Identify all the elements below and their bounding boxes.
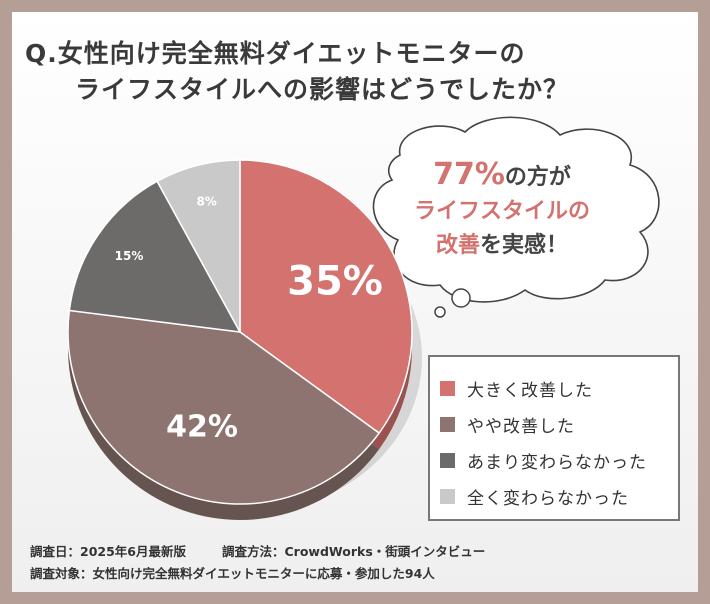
legend-label: あまり変わらなかった <box>467 452 647 473</box>
legend-label: 全く変わらなかった <box>467 488 629 509</box>
legend-swatch <box>440 416 455 432</box>
thought-dot <box>434 306 446 318</box>
callout-line1-suffix: の方が <box>504 165 571 190</box>
legend-swatch <box>440 488 455 504</box>
callout-line2: ライフスタイルの <box>413 199 590 224</box>
title-line-1: Q.女性向け完全無料ダイエットモニターの <box>25 39 526 68</box>
survey-method: 調査方法：CrowdWorks・街頭インタビュー <box>222 544 486 559</box>
pie-slice-label: 42% <box>166 409 238 444</box>
legend-label: 大きく改善した <box>467 380 593 401</box>
legend-item: やや改善した <box>440 406 678 442</box>
pie-slice-label: 35% <box>287 259 383 305</box>
pie-slice <box>68 180 242 333</box>
legend-item: あまり変わらなかった <box>440 442 678 478</box>
callout-line3-accent: 改善 <box>435 233 480 258</box>
legend-swatch <box>440 452 455 468</box>
pie-slice-label: 15% <box>115 249 144 263</box>
legend-swatch <box>440 380 455 396</box>
title-line-2: ライフスタイルへの影響はどうでしたか？ <box>75 75 570 104</box>
footer-line-2: 調査対象：女性向け完全無料ダイエットモニターに応募・参加した94人 <box>30 563 435 582</box>
cloud-shape <box>372 116 660 303</box>
pie-slice <box>67 309 381 505</box>
survey-target: 調査対象：女性向け完全無料ダイエットモニターに応募・参加した94人 <box>30 566 435 581</box>
callout-percent: 77% <box>433 157 505 192</box>
legend-item: 大きく改善した <box>440 370 678 406</box>
thought-dot <box>451 288 471 308</box>
legend-item: 全く変わらなかった <box>440 478 678 514</box>
callout-line3-suffix: を実感！ <box>480 233 569 258</box>
chart-title: Q.女性向け完全無料ダイエットモニターの ライフスタイルへの影響はどうでしたか？ <box>25 36 569 108</box>
pie-slice-label: 8% <box>196 195 216 209</box>
callout-text: 77%の方が ライフスタイルの 改善を実感！ <box>382 158 622 263</box>
footer-line-1: 調査日：2025年6月最新版 調査方法：CrowdWorks・街頭インタビュー <box>30 541 485 560</box>
survey-date: 調査日：2025年6月最新版 <box>30 544 186 559</box>
pie-slice <box>239 159 413 435</box>
pie-slice <box>156 159 241 333</box>
legend-label: やや改善した <box>467 416 575 437</box>
legend: 大きく改善した やや改善した あまり変わらなかった 全く変わらなかった <box>428 355 680 521</box>
